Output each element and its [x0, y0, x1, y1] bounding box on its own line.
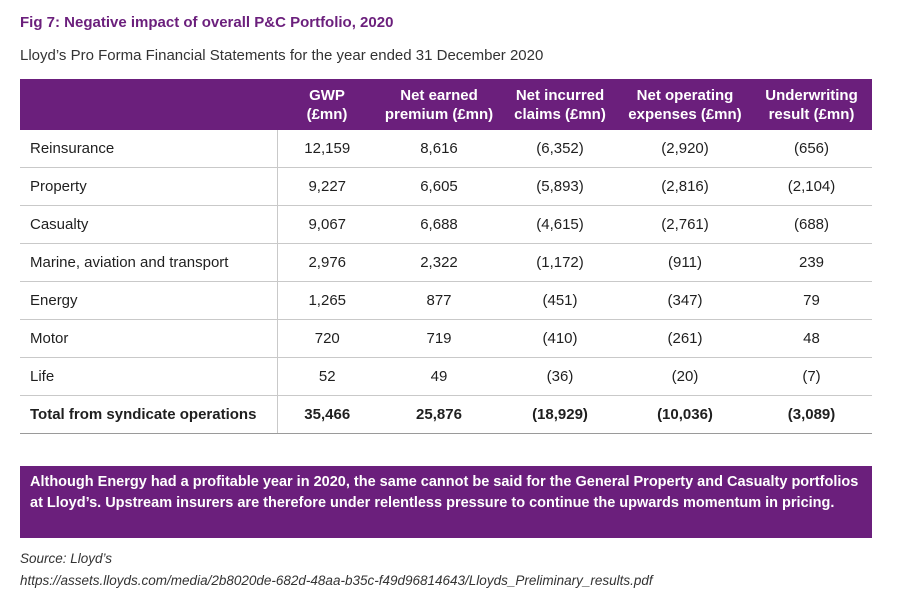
- header-cell-net-earned-premium: Net earned premium (£mn): [377, 79, 501, 130]
- header-cell-category: [20, 79, 277, 130]
- header-line: premium (£mn): [384, 105, 494, 123]
- table-cell: 52: [277, 357, 377, 396]
- table-cell: (36): [501, 357, 619, 396]
- table-cell: 35,466: [277, 395, 377, 434]
- table-cell: (4,615): [501, 205, 619, 244]
- table-row: Motor 720 719 (410) (261) 48: [20, 319, 872, 358]
- figure-subtitle: Lloyd’s Pro Forma Financial Statements f…: [20, 47, 544, 64]
- table-cell: (261): [619, 319, 751, 358]
- table-cell: (410): [501, 319, 619, 358]
- table-cell: 877: [377, 281, 501, 320]
- table-cell: (2,920): [619, 130, 751, 168]
- table-header: GWP (£mn) Net earned premium (£mn) Net i…: [20, 79, 872, 130]
- row-label: Casualty: [20, 205, 278, 244]
- table-cell: (2,104): [751, 167, 872, 206]
- table-cell: 9,227: [277, 167, 377, 206]
- header-line: GWP: [309, 86, 345, 104]
- header-line: Net operating: [636, 86, 734, 104]
- table-body: Reinsurance 12,159 8,616 (6,352) (2,920)…: [20, 130, 872, 434]
- header-line: Net earned: [400, 86, 478, 104]
- header-line: (£mn): [306, 105, 348, 123]
- header-cell-gwp: GWP (£mn): [277, 79, 377, 130]
- table-cell: 9,067: [277, 205, 377, 244]
- table-row: Marine, aviation and transport 2,976 2,3…: [20, 243, 872, 282]
- row-label: Reinsurance: [20, 130, 278, 168]
- table-cell: (1,172): [501, 243, 619, 282]
- table-cell: (451): [501, 281, 619, 320]
- row-label: Life: [20, 357, 278, 396]
- table-cell: 12,159: [277, 130, 377, 168]
- table-row: Life 52 49 (36) (20) (7): [20, 357, 872, 396]
- table-cell: 1,265: [277, 281, 377, 320]
- header-line: Underwriting: [765, 86, 858, 104]
- table-cell: 720: [277, 319, 377, 358]
- table-cell: (656): [751, 130, 872, 168]
- table-cell: (18,929): [501, 395, 619, 434]
- header-cell-net-incurred-claims: Net incurred claims (£mn): [501, 79, 619, 130]
- table-row: Property 9,227 6,605 (5,893) (2,816) (2,…: [20, 167, 872, 206]
- row-label: Energy: [20, 281, 278, 320]
- header-cell-underwriting-result: Underwriting result (£mn): [751, 79, 872, 130]
- source-url: https://assets.lloyds.com/media/2b8020de…: [20, 573, 653, 588]
- table-cell: (2,761): [619, 205, 751, 244]
- table-cell: 8,616: [377, 130, 501, 168]
- header-line: result (£mn): [768, 105, 855, 123]
- table-cell: 2,976: [277, 243, 377, 282]
- row-label: Property: [20, 167, 278, 206]
- table-cell: (688): [751, 205, 872, 244]
- row-label: Total from syndicate operations: [20, 395, 278, 434]
- table-cell: 49: [377, 357, 501, 396]
- table-cell: (2,816): [619, 167, 751, 206]
- table-cell: (6,352): [501, 130, 619, 168]
- table-cell: 239: [751, 243, 872, 282]
- source-label: Source: Lloyd’s: [20, 551, 113, 566]
- callout-box: Although Energy had a profitable year in…: [20, 466, 872, 538]
- table-cell: 2,322: [377, 243, 501, 282]
- table-cell: (5,893): [501, 167, 619, 206]
- table-cell: 79: [751, 281, 872, 320]
- row-label: Motor: [20, 319, 278, 358]
- table-cell: 25,876: [377, 395, 501, 434]
- header-line: Net incurred: [515, 86, 605, 104]
- table-cell: (10,036): [619, 395, 751, 434]
- table-header-row: GWP (£mn) Net earned premium (£mn) Net i…: [20, 79, 872, 130]
- table-cell: (3,089): [751, 395, 872, 434]
- table-cell: (7): [751, 357, 872, 396]
- header-line: claims (£mn): [514, 105, 606, 123]
- table-cell: (20): [619, 357, 751, 396]
- header-cell-net-operating-expenses: Net operating expenses (£mn): [619, 79, 751, 130]
- table-cell: (911): [619, 243, 751, 282]
- table-cell: 48: [751, 319, 872, 358]
- table-total-row: Total from syndicate operations 35,466 2…: [20, 395, 872, 434]
- table-cell: 6,605: [377, 167, 501, 206]
- header-line: expenses (£mn): [628, 105, 742, 123]
- row-label: Marine, aviation and transport: [20, 243, 278, 282]
- table-row: Casualty 9,067 6,688 (4,615) (2,761) (68…: [20, 205, 872, 244]
- table-cell: 719: [377, 319, 501, 358]
- table-row: Energy 1,265 877 (451) (347) 79: [20, 281, 872, 320]
- table-cell: (347): [619, 281, 751, 320]
- table-row: Reinsurance 12,159 8,616 (6,352) (2,920)…: [20, 130, 872, 168]
- table-cell: 6,688: [377, 205, 501, 244]
- figure-title: Fig 7: Negative impact of overall P&C Po…: [20, 14, 394, 31]
- financial-table: GWP (£mn) Net earned premium (£mn) Net i…: [20, 79, 872, 434]
